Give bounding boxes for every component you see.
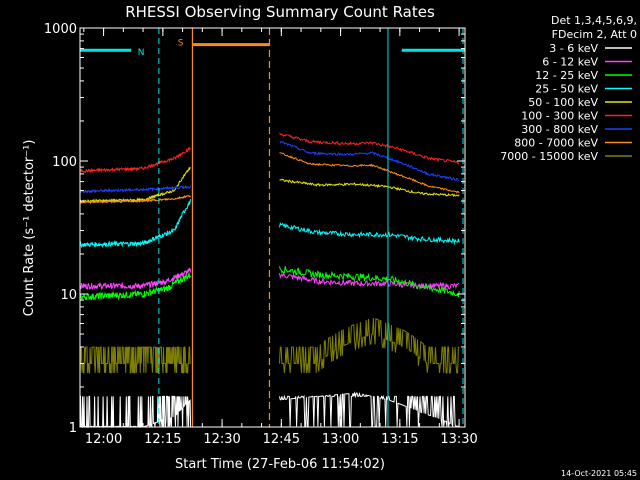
series-layer xyxy=(79,132,460,429)
y-tick-label: 100 xyxy=(52,155,77,170)
series-line-segment-1 xyxy=(79,272,191,301)
legend-label: 25 - 50 keV xyxy=(535,83,598,96)
series-line-segment-2 xyxy=(279,132,460,165)
series-line-segment-2 xyxy=(279,317,460,374)
legend-label: 6 - 12 keV xyxy=(542,56,598,69)
legend-label: 3 - 6 keV xyxy=(549,42,598,55)
y-tick-label: 1 xyxy=(69,421,77,436)
night-flag-label: N xyxy=(138,48,145,58)
series-line-segment-2 xyxy=(279,178,460,198)
legend-label: 50 - 100 keV xyxy=(528,96,598,109)
series-line-segment-1 xyxy=(79,346,191,374)
series-line-segment-2 xyxy=(279,271,460,291)
series-line-segment-2 xyxy=(279,152,460,194)
plot-frame xyxy=(79,27,466,428)
y-tick-label: 1000 xyxy=(44,22,77,37)
x-tick-label: 13:00 xyxy=(322,432,359,447)
legend-label: 12 - 25 keV xyxy=(535,69,598,82)
legend-label: 800 - 7000 keV xyxy=(514,137,598,150)
series-line-segment-1 xyxy=(79,194,191,205)
series-line-segment-1 xyxy=(79,199,192,249)
legend-label: 100 - 300 keV xyxy=(521,110,598,123)
series-7000-15000-kev xyxy=(79,317,460,374)
legend-header-line-2: FDecim 2, Att 0 xyxy=(552,28,637,41)
series-line-segment-1 xyxy=(79,184,192,194)
series-100-300-kev xyxy=(79,132,460,174)
series-line-segment-1 xyxy=(79,166,191,204)
saa-flag-label: S xyxy=(178,38,184,48)
series-line-segment-1 xyxy=(79,146,192,174)
series-line-segment-2 xyxy=(279,221,460,245)
x-tick-label: 13:15 xyxy=(381,432,418,447)
series-300-800-kev xyxy=(79,140,460,194)
series-line-segment-2 xyxy=(279,391,460,428)
series-line-segment-1 xyxy=(80,395,192,429)
x-axis-label: Start Time (27-Feb-06 11:54:02) xyxy=(175,457,385,472)
timestamp: 14-Oct-2021 05:45 xyxy=(561,469,637,478)
x-tick-label: 12:15 xyxy=(144,432,181,447)
y-axis-label: Count Rate (s⁻¹ detector⁻¹) xyxy=(22,140,37,317)
axes-layer: 12:00 12:15 12:30 12:45 13:00 13:15 13:30 1 10 10… xyxy=(44,22,478,447)
x-tick-label: 13:30 xyxy=(440,432,477,447)
legend-label: 7000 - 15000 keV xyxy=(500,150,598,163)
series-line-segment-2 xyxy=(279,140,460,182)
legend-header-line-1: Det 1,3,4,5,6,9, xyxy=(551,14,637,27)
marker-layer: NS xyxy=(79,28,465,427)
series-12-25-kev xyxy=(79,266,460,301)
series-800-7000-kev xyxy=(79,152,460,205)
series-25-50-kev xyxy=(79,199,460,249)
series-line-segment-2 xyxy=(279,266,460,298)
x-tick-label: 12:00 xyxy=(85,432,122,447)
x-tick-label: 12:30 xyxy=(203,432,240,447)
chart-title: RHESSI Observing Summary Count Rates xyxy=(125,3,435,21)
x-tick-label: 12:45 xyxy=(263,432,300,447)
series-line-segment-1 xyxy=(79,266,192,291)
legend-label: 300 - 800 keV xyxy=(521,123,598,136)
series-3-6-kev xyxy=(80,391,460,429)
y-tick-label: 10 xyxy=(60,288,77,303)
